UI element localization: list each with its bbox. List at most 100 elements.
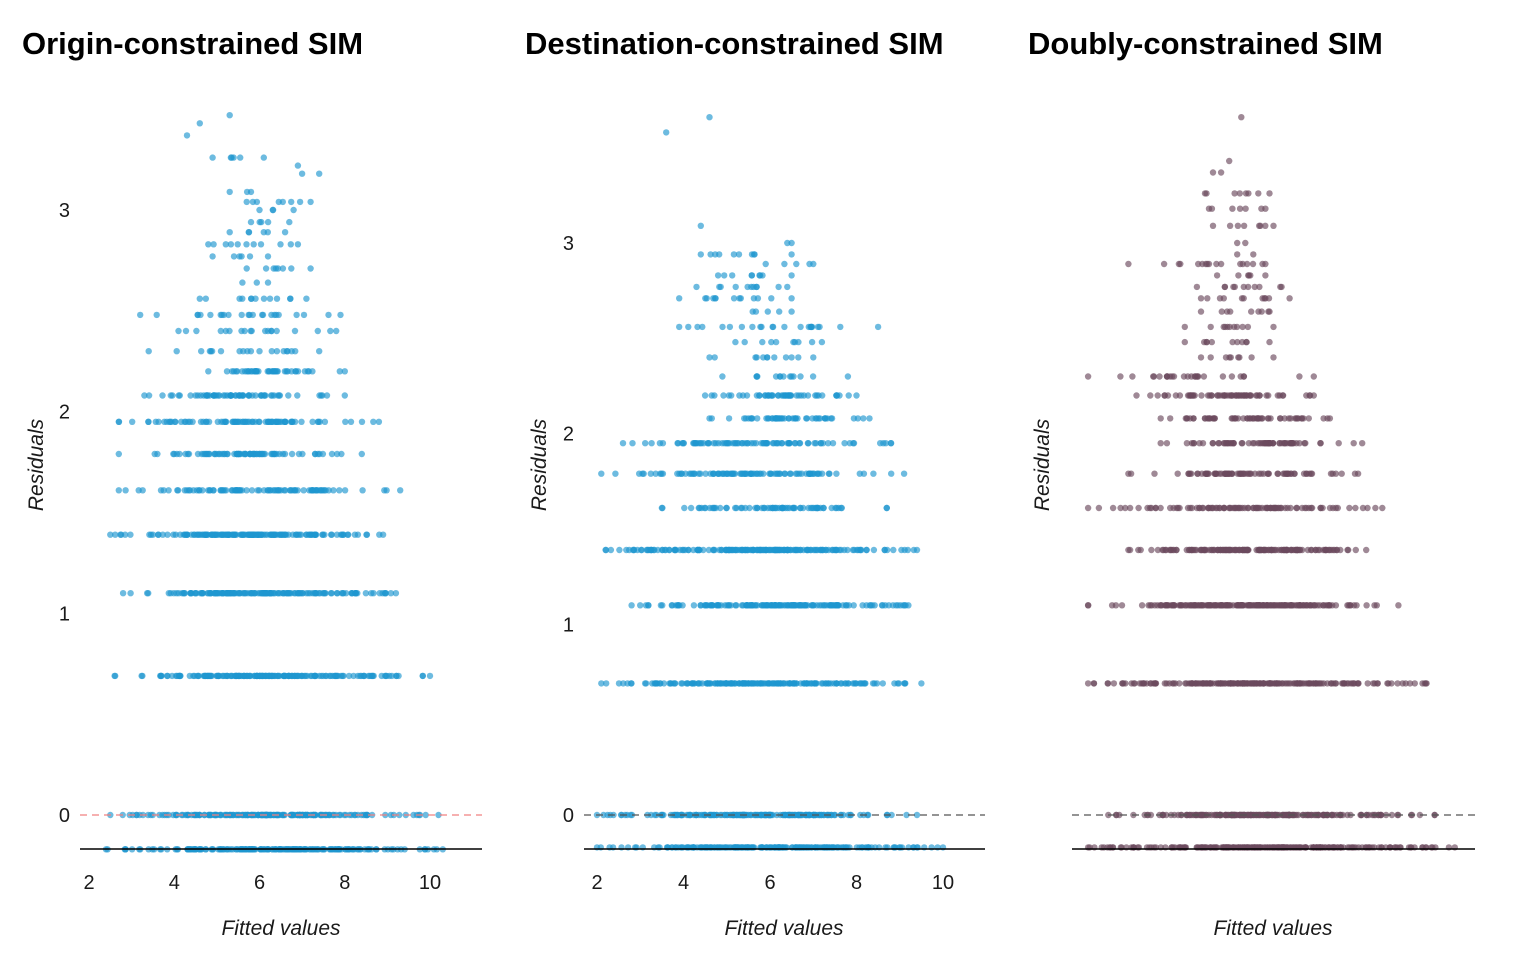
data-point bbox=[1246, 392, 1253, 399]
data-point bbox=[1281, 440, 1288, 447]
data-point bbox=[163, 672, 171, 680]
data-point bbox=[680, 440, 687, 447]
data-point bbox=[1248, 680, 1256, 687]
data-point bbox=[732, 338, 739, 346]
data-point bbox=[735, 251, 743, 258]
data-point bbox=[1236, 811, 1243, 819]
data-point bbox=[1117, 373, 1124, 380]
data-point bbox=[1282, 680, 1289, 687]
data-point bbox=[1249, 440, 1257, 447]
data-point bbox=[1276, 440, 1283, 447]
data-point bbox=[716, 546, 723, 554]
data-point bbox=[388, 672, 396, 680]
data-point bbox=[279, 450, 287, 458]
data-point bbox=[791, 504, 798, 512]
data-point bbox=[1359, 440, 1366, 447]
data-point bbox=[1126, 504, 1134, 512]
data-point bbox=[247, 590, 254, 597]
data-point bbox=[307, 198, 314, 206]
data-point bbox=[160, 487, 167, 494]
data-point bbox=[1372, 504, 1379, 512]
data-point bbox=[363, 811, 370, 819]
data-point bbox=[818, 470, 826, 477]
data-point bbox=[804, 440, 812, 447]
data-point bbox=[837, 546, 845, 554]
data-point bbox=[1287, 602, 1294, 609]
data-point bbox=[214, 672, 222, 680]
data-point bbox=[203, 392, 210, 399]
data-point bbox=[312, 487, 319, 494]
data-point bbox=[1233, 323, 1241, 331]
data-point bbox=[1263, 392, 1270, 399]
data-point bbox=[258, 590, 265, 597]
data-point bbox=[327, 327, 334, 335]
data-point bbox=[233, 450, 240, 458]
data-point bbox=[849, 546, 857, 554]
data-point bbox=[1113, 811, 1120, 819]
data-point bbox=[269, 206, 276, 214]
data-point bbox=[1305, 680, 1313, 687]
data-point bbox=[341, 392, 348, 399]
data-point bbox=[138, 672, 145, 680]
data-point bbox=[778, 440, 785, 447]
data-point bbox=[1173, 546, 1180, 554]
data-point bbox=[1218, 308, 1226, 315]
data-point bbox=[1195, 680, 1202, 687]
data-point bbox=[1207, 354, 1214, 361]
data-point bbox=[1184, 504, 1192, 512]
data-point bbox=[1194, 470, 1201, 477]
data-point bbox=[226, 229, 233, 236]
data-point bbox=[296, 198, 304, 206]
data-point bbox=[1373, 602, 1381, 609]
data-point bbox=[1221, 283, 1229, 291]
data-point bbox=[721, 272, 728, 279]
data-point bbox=[347, 418, 355, 425]
data-point bbox=[803, 680, 810, 687]
data-point bbox=[375, 418, 383, 425]
data-point bbox=[759, 546, 766, 554]
data-point bbox=[636, 470, 643, 477]
data-point bbox=[1208, 338, 1216, 346]
data-point bbox=[642, 440, 649, 447]
data-point bbox=[241, 368, 249, 375]
data-point bbox=[281, 229, 289, 236]
data-point bbox=[1320, 811, 1327, 819]
data-point bbox=[785, 415, 793, 422]
data-point bbox=[262, 265, 270, 272]
data-point bbox=[1200, 680, 1208, 687]
data-point bbox=[760, 504, 768, 512]
data-point bbox=[222, 531, 230, 538]
data-point bbox=[1161, 680, 1169, 687]
data-point bbox=[1406, 680, 1414, 687]
data-point bbox=[756, 392, 763, 399]
data-point bbox=[1308, 504, 1316, 512]
data-point bbox=[186, 418, 194, 425]
data-point bbox=[1084, 373, 1092, 380]
data-point bbox=[775, 680, 782, 687]
data-point bbox=[1203, 190, 1210, 197]
data-point bbox=[243, 198, 250, 206]
data-point bbox=[1180, 373, 1188, 380]
data-point bbox=[1104, 680, 1112, 687]
data-point bbox=[782, 811, 789, 819]
data-point bbox=[218, 450, 226, 458]
data-point bbox=[238, 311, 245, 319]
data-point bbox=[115, 450, 123, 458]
data-point bbox=[762, 260, 769, 268]
data-point bbox=[719, 373, 726, 380]
data-point bbox=[860, 470, 868, 477]
data-point bbox=[837, 504, 845, 512]
data-point bbox=[170, 531, 177, 538]
data-point bbox=[1287, 680, 1294, 687]
data-point bbox=[210, 241, 217, 248]
data-point bbox=[895, 680, 903, 687]
data-point bbox=[854, 415, 862, 422]
data-point bbox=[1162, 602, 1170, 609]
data-point bbox=[1238, 114, 1245, 121]
data-point bbox=[793, 546, 801, 554]
data-point bbox=[1301, 504, 1309, 512]
data-point bbox=[702, 295, 709, 302]
data-point bbox=[788, 251, 795, 258]
data-point bbox=[1317, 440, 1324, 447]
